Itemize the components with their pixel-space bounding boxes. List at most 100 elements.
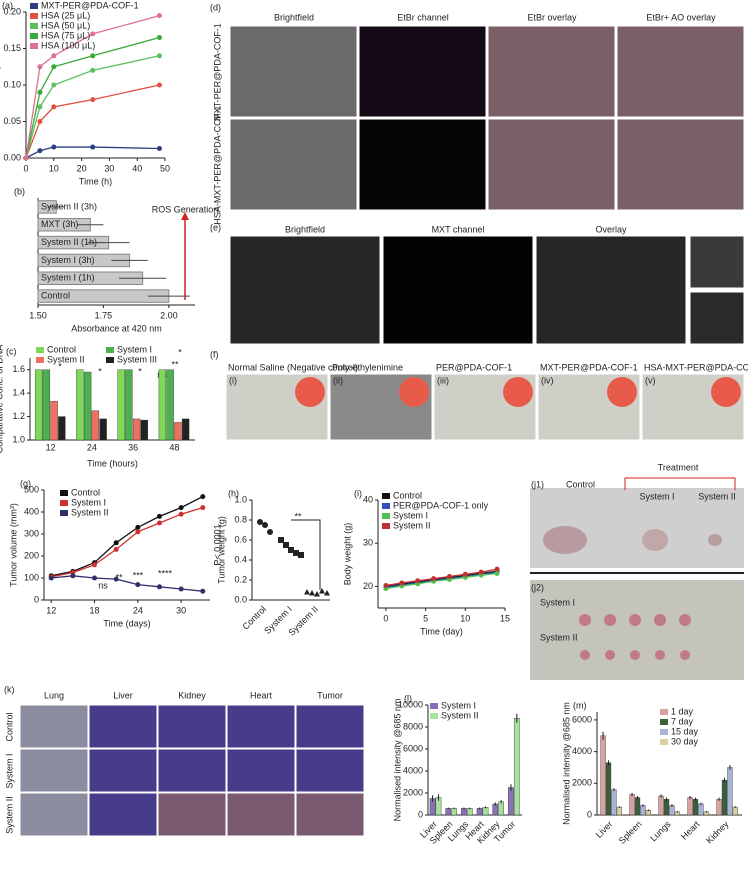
y-tick-label: 0.00 <box>3 152 21 162</box>
bar <box>466 808 473 816</box>
annotation: ** <box>294 511 302 521</box>
bar <box>476 808 483 816</box>
data-point <box>298 552 304 558</box>
y-axis-label: Normalised intensity @685 nm <box>561 702 571 825</box>
legend-swatch <box>36 347 44 353</box>
x-tick-label: 40 <box>132 163 142 173</box>
row-header: System II <box>4 796 14 834</box>
data-point <box>90 67 96 73</box>
data-point <box>90 97 96 103</box>
legend-label: 30 day <box>671 736 699 746</box>
micrograph <box>157 792 227 837</box>
data-point <box>200 588 206 594</box>
legend-label: Control <box>393 490 422 500</box>
annotation: * <box>178 347 182 357</box>
tumor <box>654 614 666 626</box>
x-tick-label: 30 <box>176 605 186 615</box>
legend-label: HSA (25 μL) <box>41 10 90 20</box>
bar <box>117 369 125 441</box>
series-line <box>51 496 204 577</box>
micrograph <box>19 792 89 837</box>
bar <box>663 798 670 816</box>
data-point <box>135 524 141 530</box>
bar <box>76 369 84 441</box>
bar <box>640 805 646 816</box>
data-point <box>293 550 299 556</box>
item-tag: (ii) <box>333 375 343 385</box>
x-tick-label: 1.50 <box>29 310 47 320</box>
micrograph <box>487 118 616 211</box>
micrograph <box>229 25 358 118</box>
data-point <box>37 64 43 70</box>
data-point <box>156 53 162 59</box>
x-tick-label: 24 <box>87 442 97 452</box>
y-tick-label: 0 <box>587 809 592 819</box>
y-tick-label: 2000 <box>572 778 592 788</box>
data-point <box>178 505 184 511</box>
panel-label: (f) <box>210 349 219 359</box>
series-line <box>385 572 498 590</box>
y-tick-label: 0.2 <box>234 574 247 584</box>
x-tick-label: 2.00 <box>160 310 178 320</box>
data-point <box>478 569 484 575</box>
data-point <box>113 546 119 552</box>
column-header: EtBr overlay <box>527 12 577 22</box>
x-tick-label: 50 <box>160 163 170 173</box>
micrograph <box>616 118 745 211</box>
y-tick-label: 1.0 <box>234 494 247 504</box>
category-label: System II (1h) <box>41 237 97 247</box>
bar <box>498 801 504 816</box>
data-point <box>319 588 325 594</box>
micrograph <box>295 748 365 793</box>
bar <box>461 808 467 816</box>
category-label: System I (3h) <box>41 255 95 265</box>
data-point <box>324 590 330 596</box>
category-label: Control <box>41 290 70 300</box>
legend-label: System II <box>71 507 109 517</box>
row-header: System I <box>4 753 14 788</box>
legend-swatch <box>30 23 38 29</box>
micrograph <box>229 235 381 345</box>
data-point <box>156 35 162 41</box>
bar <box>140 419 149 441</box>
data-point <box>462 571 468 577</box>
annotation: *** <box>133 570 144 580</box>
y-tick-label: 6000 <box>572 714 592 724</box>
column-header: Heart <box>250 690 273 700</box>
data-point <box>156 82 162 88</box>
bar <box>34 369 43 441</box>
data-point <box>267 529 273 535</box>
column-header: Overlay <box>595 224 627 234</box>
data-point <box>288 547 294 553</box>
annotation: * <box>58 361 62 371</box>
data-point <box>135 582 141 588</box>
legend-swatch <box>382 523 390 529</box>
y-tick-label: 0.10 <box>3 79 21 89</box>
y-tick-label: 0.20 <box>3 6 21 16</box>
panel-label: (g) <box>20 478 31 488</box>
column-header: EtBr+ AO overlay <box>646 12 716 22</box>
legend-label: System II <box>393 520 431 530</box>
x-tick-label: 36 <box>128 442 138 452</box>
micrograph <box>535 235 687 345</box>
data-point <box>283 542 289 548</box>
legend-swatch <box>660 719 668 725</box>
x-tick-label: Spleen <box>617 819 644 846</box>
micrograph <box>358 25 487 118</box>
legend-swatch <box>430 713 438 719</box>
legend-swatch <box>660 709 668 715</box>
data-point <box>37 104 43 110</box>
data-point <box>314 591 320 597</box>
tumor <box>543 526 587 554</box>
bar <box>513 718 520 816</box>
micrograph <box>295 792 365 837</box>
category-label: MXT (3h) <box>41 219 78 229</box>
data-point <box>51 64 57 70</box>
tumor <box>605 650 615 660</box>
series-line <box>385 568 498 587</box>
micrograph <box>295 704 365 749</box>
data-point <box>90 53 96 59</box>
x-tick-label: 5 <box>423 613 428 623</box>
bar <box>727 767 733 816</box>
